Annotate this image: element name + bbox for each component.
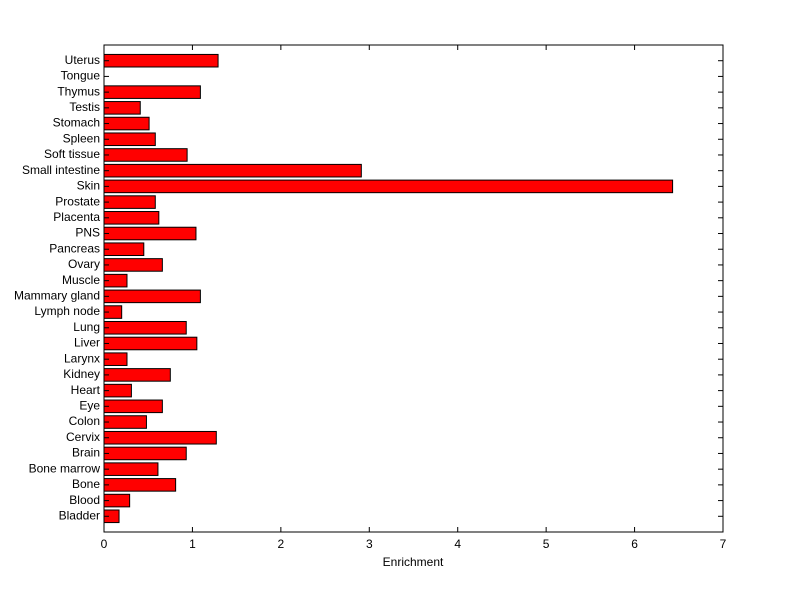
x-tick-label: 0 — [101, 537, 108, 551]
y-tick-label: Cervix — [66, 430, 100, 444]
y-tick-label: Placenta — [53, 210, 100, 224]
y-tick-label: Uterus — [65, 53, 100, 67]
bar — [103, 85, 201, 99]
x-tick-label: 2 — [278, 537, 285, 551]
y-tick-label: Skin — [77, 179, 100, 193]
plot-frame — [103, 44, 724, 533]
y-tick-label: Lung — [73, 320, 100, 334]
y-tick-label: Soft tissue — [44, 147, 100, 161]
y-tick-label: PNS — [75, 226, 100, 240]
bar — [103, 430, 217, 445]
y-tick-label: Eye — [79, 398, 100, 412]
y-tick-label: Muscle — [62, 273, 100, 287]
bar — [103, 478, 177, 492]
y-tick-label: Kidney — [63, 367, 100, 381]
x-tick-label: 1 — [189, 537, 196, 551]
y-tick-label: Testis — [69, 100, 100, 114]
y-tick-label: Brain — [72, 446, 100, 460]
bar — [103, 446, 187, 461]
y-tick-label: Tongue — [61, 69, 101, 83]
y-tick-label: Pancreas — [49, 241, 100, 255]
bar — [103, 289, 201, 304]
y-tick-label: Prostate — [55, 194, 100, 208]
bar — [103, 399, 163, 414]
bar — [103, 226, 197, 241]
y-tick-label: Larynx — [64, 351, 100, 365]
bar — [103, 320, 187, 335]
bar — [103, 336, 198, 351]
x-axis-label: Enrichment — [383, 555, 444, 569]
y-tick-label: Stomach — [53, 116, 100, 130]
bar — [103, 148, 188, 162]
y-tick-label: Ovary — [68, 257, 100, 271]
bar — [103, 101, 141, 115]
y-tick-label: Bone — [72, 477, 100, 491]
bar — [103, 163, 362, 178]
y-tick-label: Spleen — [63, 131, 100, 145]
y-tick-label: Heart — [71, 383, 101, 397]
x-tick-label: 6 — [631, 537, 638, 551]
bar — [103, 116, 150, 131]
y-tick-label: Liver — [74, 336, 100, 350]
x-tick-label: 4 — [454, 537, 461, 551]
bar — [103, 132, 156, 147]
y-tick-label: Thymus — [57, 84, 100, 98]
bar — [103, 462, 159, 476]
bar — [103, 195, 156, 209]
bar — [103, 53, 219, 68]
bar — [103, 368, 171, 382]
y-tick-label: Bone marrow — [29, 461, 101, 475]
x-tick-label: 3 — [366, 537, 373, 551]
bar — [103, 242, 145, 257]
bar — [103, 179, 674, 194]
y-tick-label: Blood — [69, 493, 100, 507]
y-tick-label: Colon — [69, 414, 100, 428]
y-tick-label: Small intestine — [22, 163, 100, 177]
y-tick-label: Bladder — [59, 508, 100, 522]
y-tick-label: Mammary gland — [14, 289, 100, 303]
bar — [103, 258, 163, 272]
x-tick-label: 5 — [543, 537, 550, 551]
x-tick-label: 7 — [720, 537, 727, 551]
bar — [103, 415, 147, 429]
y-tick-label: Lymph node — [34, 304, 100, 318]
bar — [103, 211, 160, 225]
